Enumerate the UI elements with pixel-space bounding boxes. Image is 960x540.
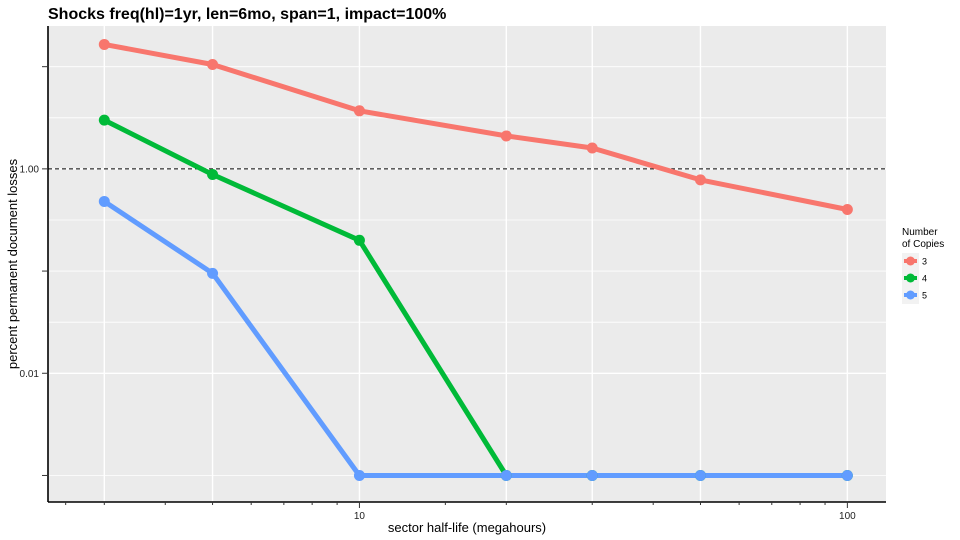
data-point-5 [500, 469, 512, 481]
data-point-3 [353, 105, 365, 117]
data-point-4 [353, 234, 365, 246]
data-point-3 [207, 59, 219, 71]
data-point-5 [353, 469, 365, 481]
data-point-5 [694, 469, 706, 481]
y-tick-label: 1.00 [20, 164, 40, 175]
legend-label-5: 5 [922, 291, 927, 301]
x-tick-label: 10 [354, 511, 366, 522]
legend-key-point-5 [906, 290, 915, 300]
data-point-3 [500, 130, 512, 142]
data-point-5 [207, 267, 219, 279]
data-point-3 [586, 142, 598, 154]
y-tick-label: 0.01 [20, 369, 40, 380]
x-axis-label: sector half-life (megahours) [388, 520, 546, 535]
legend-label-4: 4 [922, 274, 927, 284]
legend-title-line1: Number [902, 227, 938, 238]
data-point-5 [98, 195, 110, 207]
series-layer [98, 38, 853, 481]
data-point-3 [841, 204, 853, 216]
data-point-4 [98, 114, 110, 126]
x-tick-label: 100 [839, 511, 856, 522]
data-point-3 [98, 38, 110, 50]
major-gridlines [48, 26, 886, 502]
legend-label-3: 3 [922, 257, 927, 267]
data-point-5 [586, 469, 598, 481]
legend-title-line2: of Copies [902, 239, 944, 250]
axes: 10 100 0.01 1.00 [20, 26, 886, 522]
minor-gridlines [48, 66, 886, 476]
data-point-3 [694, 174, 706, 186]
legend-key-point-3 [906, 256, 915, 266]
legend-key-point-4 [906, 273, 915, 283]
data-point-5 [841, 469, 853, 481]
legend-items: 3 4 5 [902, 253, 927, 304]
chart-title: Shocks freq(hl)=1yr, len=6mo, span=1, im… [48, 6, 446, 23]
data-point-4 [207, 169, 219, 181]
plot-panel [48, 26, 886, 502]
y-axis-label: percent permanent document losses [5, 158, 20, 369]
legend: Number of Copies 3 4 5 [902, 227, 944, 304]
